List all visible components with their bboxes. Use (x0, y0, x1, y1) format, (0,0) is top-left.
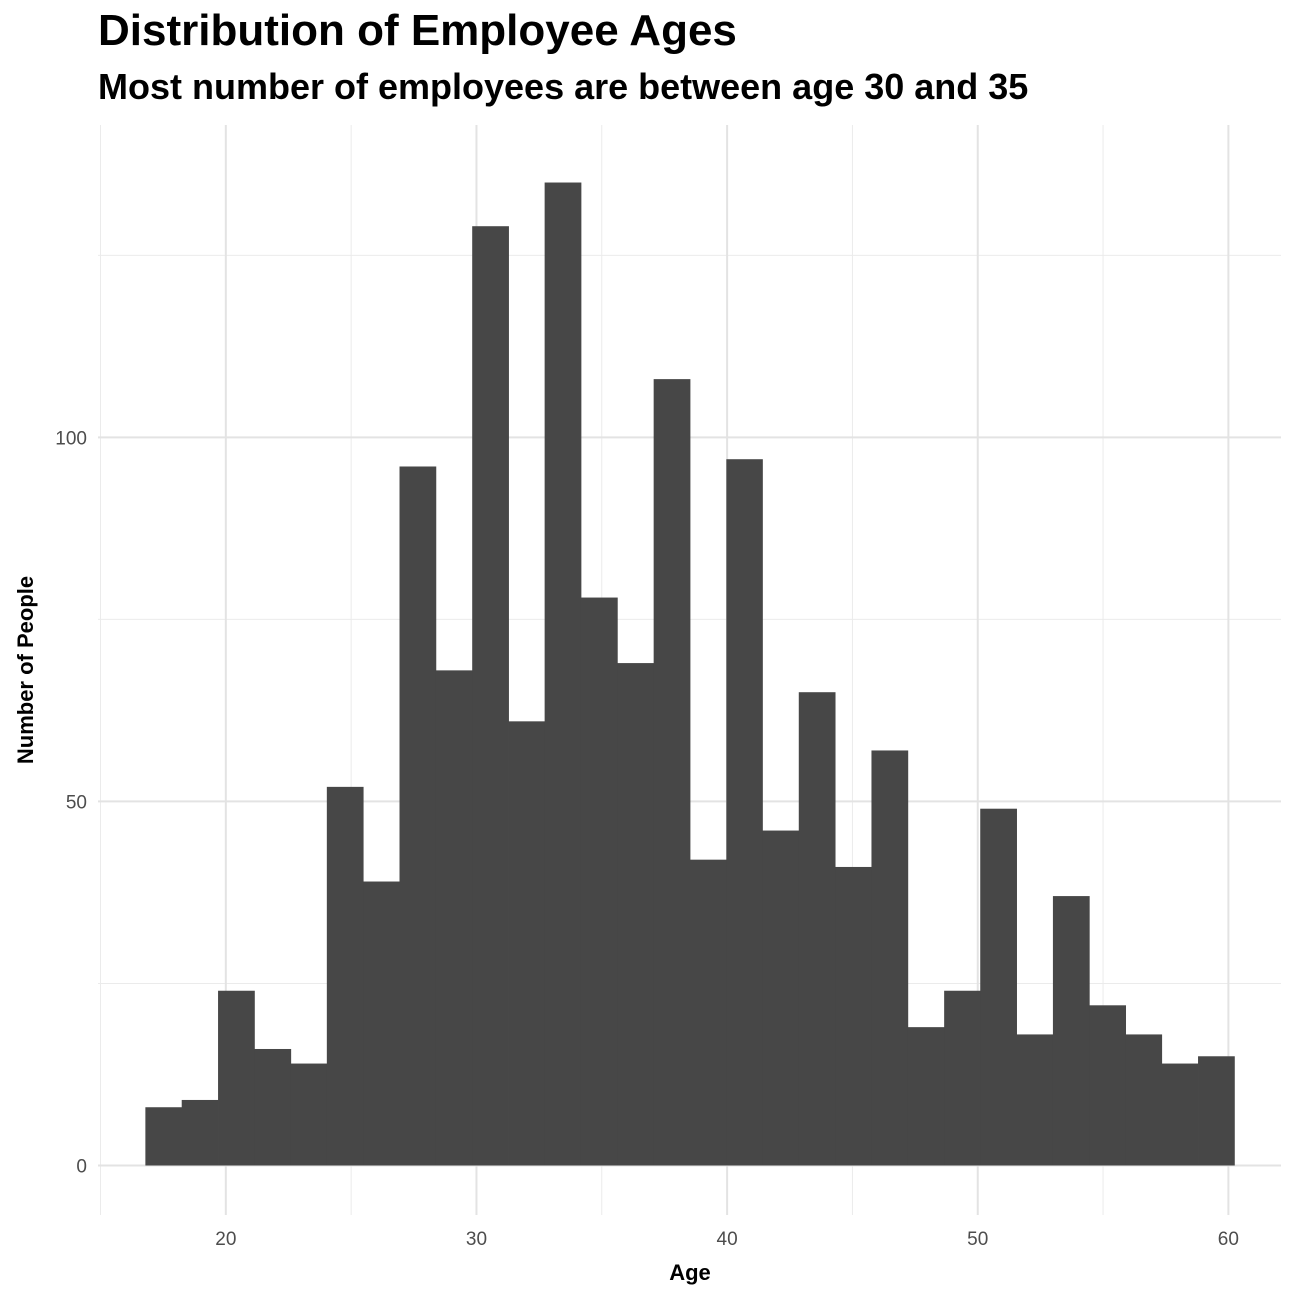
histogram-bar (1016, 1034, 1054, 1166)
histogram-bar (1198, 1056, 1235, 1166)
histogram-bar (617, 663, 655, 1166)
chart-subtitle: Most number of employees are between age… (98, 66, 1029, 107)
histogram-bar (726, 459, 763, 1166)
x-tick-label: 60 (1218, 1229, 1239, 1250)
histogram-bar (326, 786, 364, 1166)
histogram-bar (944, 990, 981, 1166)
histogram-bar (399, 466, 437, 1166)
y-tick-label: 0 (76, 1156, 87, 1177)
y-tick-label: 50 (66, 792, 87, 813)
histogram-bars (145, 182, 1235, 1166)
x-tick-label: 30 (466, 1229, 487, 1250)
histogram-bar (835, 866, 872, 1166)
histogram-bar (472, 226, 509, 1166)
histogram-bar (508, 721, 546, 1166)
histogram-bar (1125, 1034, 1163, 1166)
histogram-bar (290, 1063, 328, 1166)
y-axis-title: Number of People (13, 576, 38, 764)
histogram-bar (871, 750, 909, 1166)
histogram-bar (653, 379, 691, 1166)
x-tick-label: 20 (215, 1229, 236, 1250)
histogram-bar (218, 990, 255, 1166)
histogram-bar (435, 670, 473, 1166)
histogram-bar (798, 692, 836, 1166)
x-tick-label: 50 (967, 1229, 988, 1250)
histogram-bar (1161, 1063, 1199, 1166)
histogram-bar (363, 881, 400, 1166)
histogram-bar (544, 182, 582, 1166)
histogram-bar (762, 830, 800, 1166)
y-tick-label: 100 (55, 428, 87, 449)
histogram-bar (580, 597, 618, 1166)
histogram-bar (254, 1048, 292, 1166)
histogram-bar (907, 1027, 945, 1166)
histogram-bar (980, 808, 1017, 1166)
x-tick-label: 40 (717, 1229, 738, 1250)
histogram-bar (690, 859, 727, 1166)
histogram-bar (181, 1099, 219, 1166)
axis-tick-labels: 20 30 40 50 60 0 50 100 (55, 428, 1239, 1250)
chart-title: Distribution of Employee Ages (98, 6, 737, 55)
histogram-bar (1089, 1005, 1127, 1166)
x-axis-title: Age (669, 1260, 711, 1285)
histogram-bar (1052, 896, 1090, 1166)
histogram-bar (145, 1107, 183, 1166)
